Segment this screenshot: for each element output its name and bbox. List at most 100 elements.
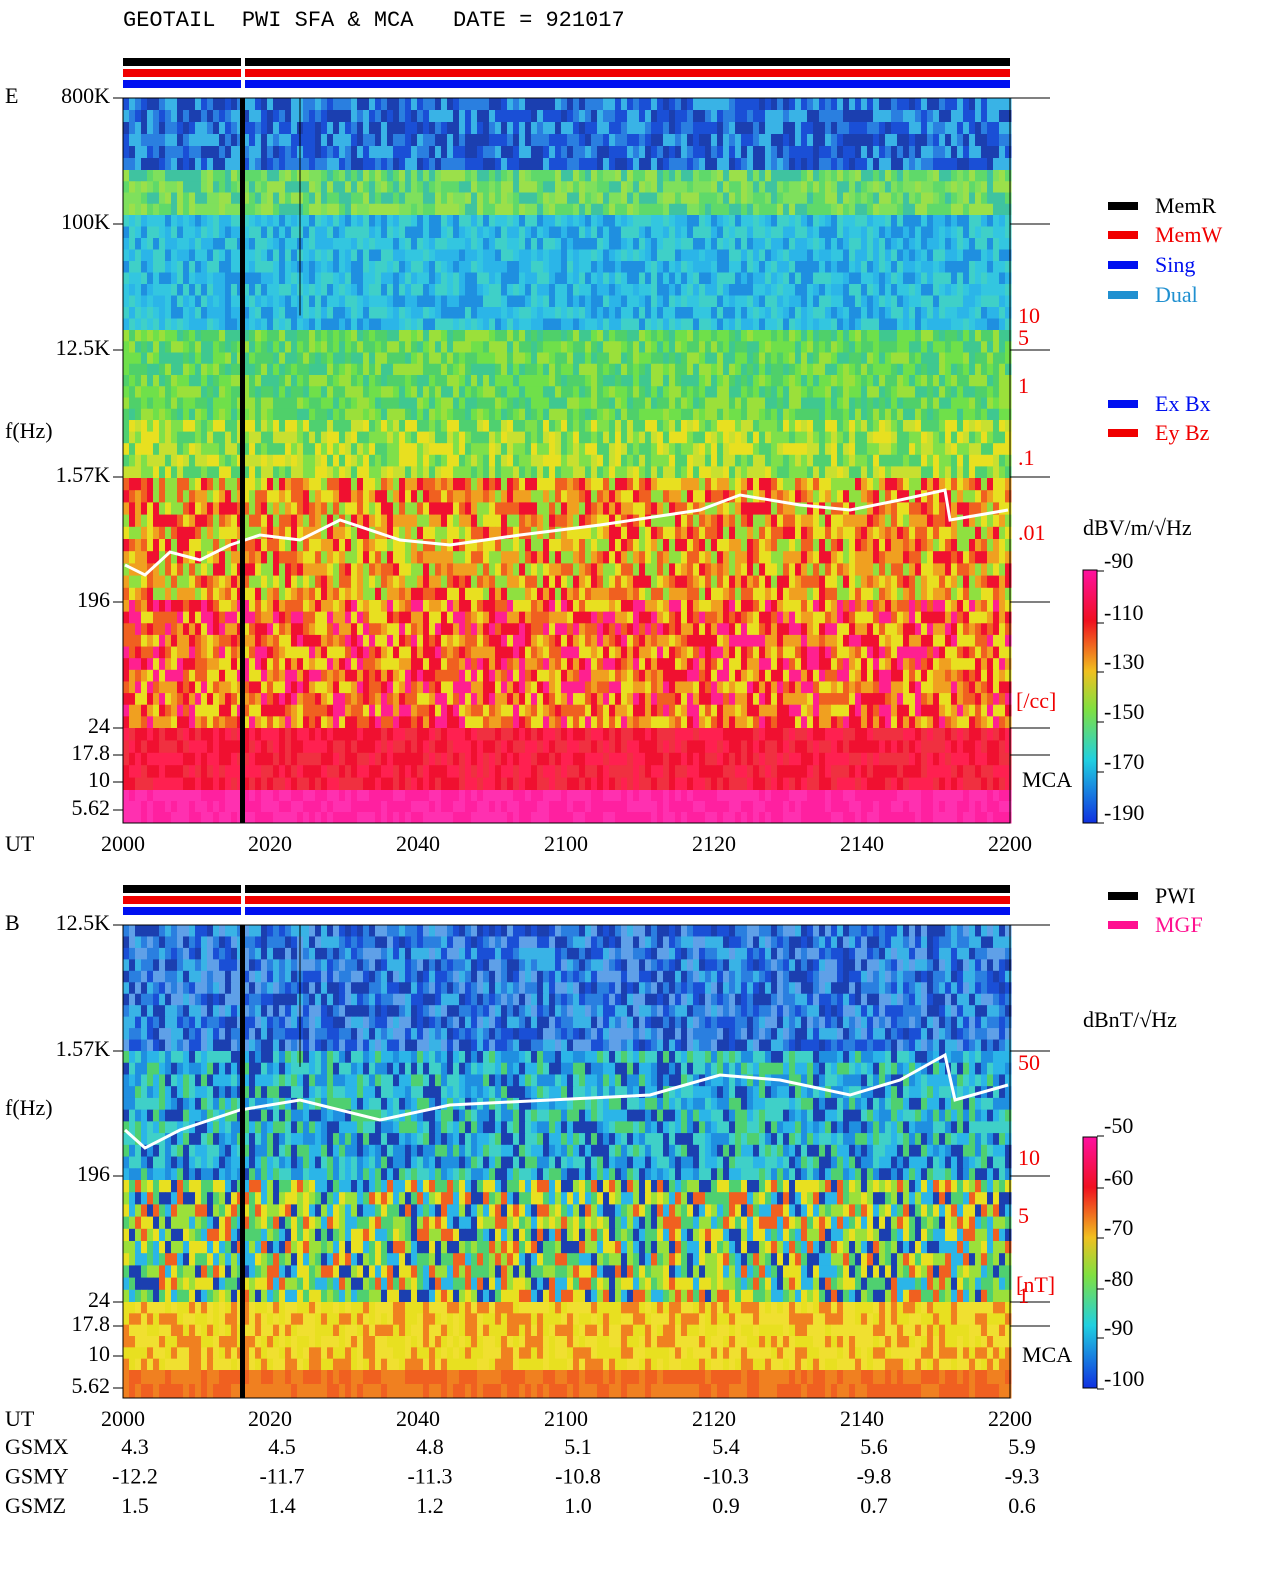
- spectrogram-cell: [273, 181, 280, 193]
- spectrogram-cell: [459, 250, 466, 262]
- spectrogram-cell: [879, 284, 886, 296]
- spectrogram-cell: [873, 330, 880, 342]
- spectrogram-cell: [195, 443, 202, 455]
- spectrogram-cell: [471, 181, 478, 193]
- spectrogram-cell: [489, 181, 496, 193]
- spectrogram-cell: [423, 261, 430, 273]
- spectrogram-cell: [639, 134, 646, 147]
- spectrogram-cell: [963, 420, 970, 432]
- spectrogram-cell: [513, 193, 520, 205]
- spectrogram-cell: [927, 193, 934, 205]
- spectrogram-cell: [873, 110, 880, 123]
- spectrogram-cell: [441, 238, 448, 250]
- spectrogram-cell: [519, 122, 526, 135]
- spectrogram-cell: [135, 284, 142, 296]
- spectrogram-cell: [669, 284, 676, 296]
- spectrogram-cell: [825, 215, 832, 227]
- spectrogram-cell: [813, 238, 820, 250]
- spectrogram-cell: [435, 238, 442, 250]
- spectrogram-cell: [141, 307, 148, 319]
- spectrogram-cell: [183, 353, 190, 365]
- spectrogram-cell: [195, 98, 202, 111]
- spectrogram-cell: [987, 261, 994, 273]
- spectrogram-cell: [807, 353, 814, 365]
- spectrogram-cell: [285, 330, 292, 342]
- spectrogram-cell: [783, 307, 790, 319]
- spectrogram-cell: [675, 409, 682, 421]
- spectrogram-cell: [819, 250, 826, 262]
- spectrogram-cell: [519, 319, 526, 331]
- spectrogram-cell: [363, 296, 370, 308]
- spectrogram-cell: [861, 273, 868, 285]
- spectrogram-cell: [207, 443, 214, 455]
- spectrogram-cell: [741, 341, 748, 353]
- spectrogram-cell: [945, 330, 952, 342]
- spectrogram-cell: [615, 238, 622, 250]
- spectrogram-cell: [747, 353, 754, 365]
- spectrogram-cell: [483, 375, 490, 387]
- spectrogram-cell: [861, 284, 868, 296]
- spectrogram-cell: [861, 98, 868, 111]
- spectrogram-cell: [591, 466, 598, 478]
- spectrogram-cell: [573, 261, 580, 273]
- spectrogram-cell: [753, 330, 760, 342]
- spectrogram-cell: [333, 134, 340, 147]
- spectrogram-cell: [879, 158, 886, 171]
- spectrogram-cell: [759, 455, 766, 467]
- spectrogram-cell: [987, 122, 994, 135]
- spectrogram-cell: [675, 432, 682, 444]
- spectrogram-cell: [771, 122, 778, 135]
- spectrogram-cell: [459, 98, 466, 111]
- spectrogram-cell: [903, 261, 910, 273]
- spectrogram-cell: [135, 455, 142, 467]
- spectrogram-cell: [375, 261, 382, 273]
- spectrogram-cell: [891, 134, 898, 147]
- spectrogram-cell: [171, 227, 178, 239]
- spectrogram-cell: [615, 432, 622, 444]
- spectrogram-cell: [453, 420, 460, 432]
- spectrogram-cell: [489, 238, 496, 250]
- spectrogram-cell: [135, 98, 142, 111]
- spectrogram-cell: [603, 215, 610, 227]
- spectrogram-cell: [771, 296, 778, 308]
- spectrogram-cell: [177, 284, 184, 296]
- spectrogram-cell: [405, 341, 412, 353]
- spectrogram-cell: [603, 146, 610, 159]
- spectrogram-cell: [405, 353, 412, 365]
- spectrogram-cell: [351, 353, 358, 365]
- spectrogram-cell: [441, 364, 448, 376]
- spectrogram-cell: [735, 261, 742, 273]
- spectrogram-cell: [423, 307, 430, 319]
- spectrogram-cell: [339, 319, 346, 331]
- spectrogram-cell: [729, 181, 736, 193]
- spectrogram-cell: [933, 146, 940, 159]
- spectrogram-cell: [279, 170, 286, 182]
- spectrogram-cell: [369, 284, 376, 296]
- spectrogram-cell: [477, 296, 484, 308]
- spectrogram-cell: [369, 296, 376, 308]
- spectrogram-cell: [699, 307, 706, 319]
- spectrogram-cell: [681, 146, 688, 159]
- spectrogram-cell: [699, 204, 706, 216]
- spectrogram-cell: [771, 146, 778, 159]
- spectrogram-cell: [201, 455, 208, 467]
- spectrogram-cell: [591, 398, 598, 410]
- spectrogram-cell: [885, 122, 892, 135]
- spectrogram-cell: [675, 181, 682, 193]
- spectrogram-cell: [729, 409, 736, 421]
- spectrogram-cell: [663, 364, 670, 376]
- spectrogram-cell: [141, 296, 148, 308]
- spectrogram-cell: [129, 375, 136, 387]
- spectrogram-cell: [933, 443, 940, 455]
- spectrogram-cell: [723, 261, 730, 273]
- spectrogram-cell: [765, 296, 772, 308]
- spectrogram-cell: [561, 409, 568, 421]
- spectrogram-cell: [681, 307, 688, 319]
- spectrogram-cell: [549, 478, 556, 491]
- spectrogram-cell: [843, 353, 850, 365]
- spectrogram-cell: [585, 98, 592, 111]
- spectrogram-cell: [735, 181, 742, 193]
- spectrogram-cell: [513, 110, 520, 123]
- spectrogram-cell: [843, 307, 850, 319]
- spectrogram-cell: [327, 307, 334, 319]
